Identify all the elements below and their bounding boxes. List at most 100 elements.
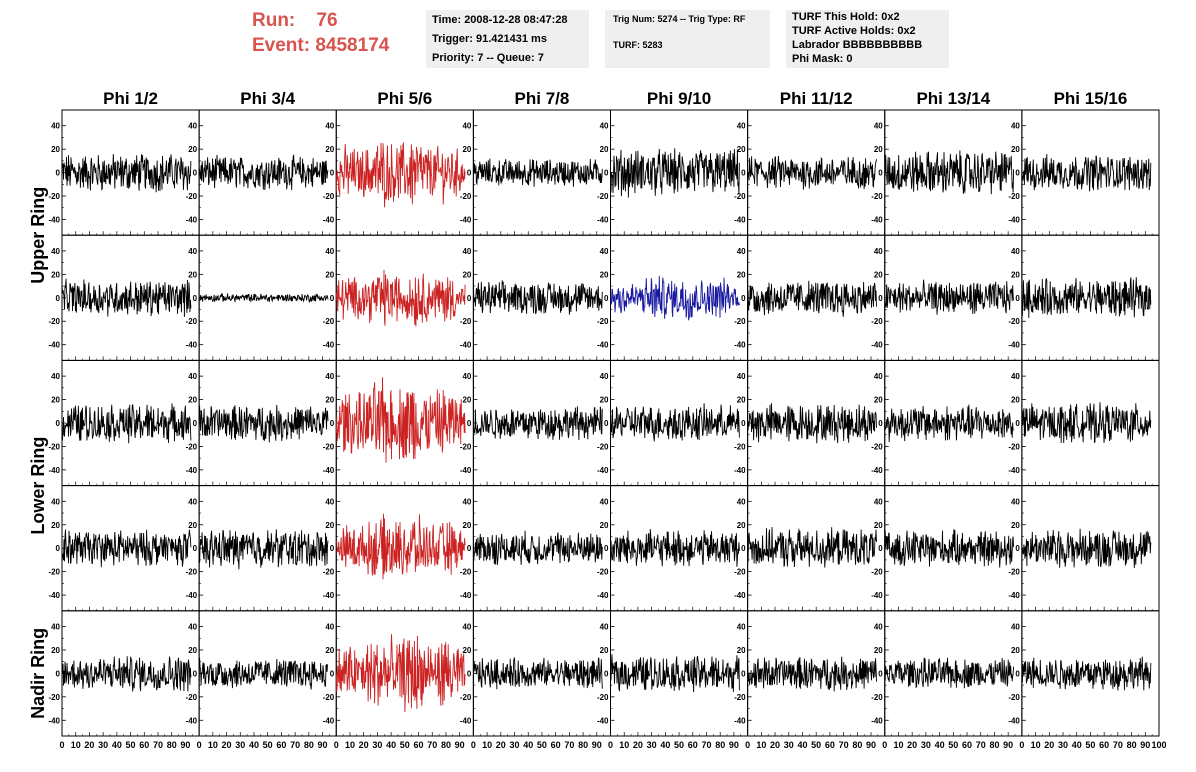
y-tick-label: -40	[323, 716, 335, 725]
panel-r1-c5: -40 -20 0 20 40	[597, 109, 749, 236]
x-tick-label: 80	[852, 740, 862, 750]
y-tick-label: 0	[741, 169, 746, 178]
waveform-trace	[747, 403, 877, 444]
y-tick-label: 20	[462, 646, 471, 655]
x-tick-label: 90	[1140, 740, 1150, 750]
panel-r5-c3: -40 -20 0 20 40	[323, 610, 474, 737]
panel-r4-c8: -40 -20 0 20 40	[1008, 485, 1160, 612]
y-tick-label: -20	[734, 568, 746, 577]
y-tick-label: 20	[874, 646, 883, 655]
y-tick-label: -40	[186, 591, 198, 600]
x-tick-label: 60	[1099, 740, 1109, 750]
run-event-header: Run: 76 Event: 8458174	[252, 8, 389, 58]
y-tick-label: 40	[600, 497, 609, 506]
y-tick-label: -40	[460, 716, 472, 725]
panel-r3-c3: -40 -20 0 20 40	[323, 359, 474, 487]
y-tick-label: 20	[188, 396, 197, 405]
y-tick-label: -40	[1008, 215, 1020, 224]
event-value: 8458174	[315, 35, 390, 56]
y-tick-label: -20	[323, 693, 335, 702]
x-tick-label: 90	[729, 740, 739, 750]
y-tick-label: 40	[51, 497, 60, 506]
y-tick-label: 20	[188, 145, 197, 154]
y-tick-label: 0	[878, 294, 883, 303]
panel-r5-c5: -40 -20 0 20 40	[597, 610, 749, 737]
y-tick-label: 20	[1011, 646, 1020, 655]
waveform-trace	[472, 406, 603, 441]
x-tick-label: 90	[455, 740, 465, 750]
x-tick-label: 0	[1019, 740, 1024, 750]
x-tick-label: 0	[471, 740, 476, 750]
x-tick-label: 30	[98, 740, 108, 750]
waveform-trace	[198, 404, 329, 443]
labrador-text: Labrador BBBBBBBBBB	[792, 39, 923, 51]
waveform-trace	[610, 275, 740, 321]
y-tick-label: -20	[1008, 192, 1020, 201]
y-tick-label: 0	[604, 169, 609, 178]
y-tick-label: -20	[597, 317, 609, 326]
trigger-text: Trigger: 91.421431 ms	[432, 33, 547, 45]
y-tick-label: 40	[874, 623, 883, 632]
waveform-trace	[472, 280, 603, 315]
x-tick-label: 30	[372, 740, 382, 750]
x-tick-label: 30	[510, 740, 520, 750]
y-tick-label: -40	[871, 341, 883, 350]
x-tick-label: 90	[866, 740, 876, 750]
x-tick-label: 80	[578, 740, 588, 750]
waveform-trace	[1021, 154, 1152, 192]
y-tick-label: -40	[597, 341, 609, 350]
x-tick-label: 0	[882, 740, 887, 750]
x-tick-label: 50	[948, 740, 958, 750]
y-tick-label: -20	[597, 693, 609, 702]
y-tick-label: 20	[1011, 145, 1020, 154]
waveform-trace	[472, 656, 603, 690]
row-label-2: Lower Ring	[28, 437, 48, 535]
y-tick-label: -40	[597, 466, 609, 475]
y-tick-label: 20	[51, 396, 60, 405]
waveform-trace	[884, 150, 1015, 195]
row-label-1: Upper Ring	[28, 187, 48, 284]
panel-r2-c4: -40 -20 0 20 40	[460, 234, 611, 361]
y-tick-label: -40	[734, 591, 746, 600]
y-tick-label: 0	[56, 419, 61, 428]
y-tick-label: 20	[51, 646, 60, 655]
y-tick-label: 40	[874, 372, 883, 381]
y-tick-label: -40	[460, 215, 472, 224]
y-tick-label: 0	[1015, 419, 1020, 428]
y-tick-label: -20	[48, 568, 60, 577]
y-tick-label: 20	[600, 396, 609, 405]
panel-r3-c5: -40 -20 0 20 40	[597, 359, 749, 487]
waveform-trace	[61, 656, 192, 692]
y-tick-label: 20	[600, 646, 609, 655]
y-tick-label: -20	[186, 317, 198, 326]
x-tick-label: 60	[414, 740, 424, 750]
column-header-5: Phi 9/10	[647, 89, 711, 108]
x-tick-label: 40	[1072, 740, 1082, 750]
x-tick-label: 70	[976, 740, 986, 750]
panel-r3-c1: -40 -20 0 20 40	[48, 359, 200, 487]
y-tick-label: 0	[878, 169, 883, 178]
y-tick-label: 20	[325, 396, 334, 405]
y-tick-label: 0	[604, 419, 609, 428]
y-tick-label: 20	[188, 646, 197, 655]
panel-r5-c8: -40 -20 0 20 40	[1008, 610, 1160, 737]
x-tick-label: 40	[935, 740, 945, 750]
x-tick-label: 90	[180, 740, 190, 750]
y-tick-label: -20	[186, 192, 198, 201]
y-tick-label: 40	[874, 497, 883, 506]
y-tick-label: -20	[48, 442, 60, 451]
y-tick-label: 20	[600, 270, 609, 279]
y-tick-label: 40	[737, 623, 746, 632]
y-tick-label: 40	[51, 372, 60, 381]
x-tick-label: 80	[715, 740, 725, 750]
waveform-trace	[1021, 402, 1152, 444]
waveform-trace	[335, 377, 466, 463]
x-tick-label: 40	[660, 740, 670, 750]
y-tick-label: 20	[51, 521, 60, 530]
y-tick-label: 40	[1011, 247, 1020, 256]
y-tick-label: -40	[460, 341, 472, 350]
y-tick-label: -40	[1008, 341, 1020, 350]
y-tick-label: 0	[467, 419, 472, 428]
y-tick-label: 0	[193, 169, 198, 178]
